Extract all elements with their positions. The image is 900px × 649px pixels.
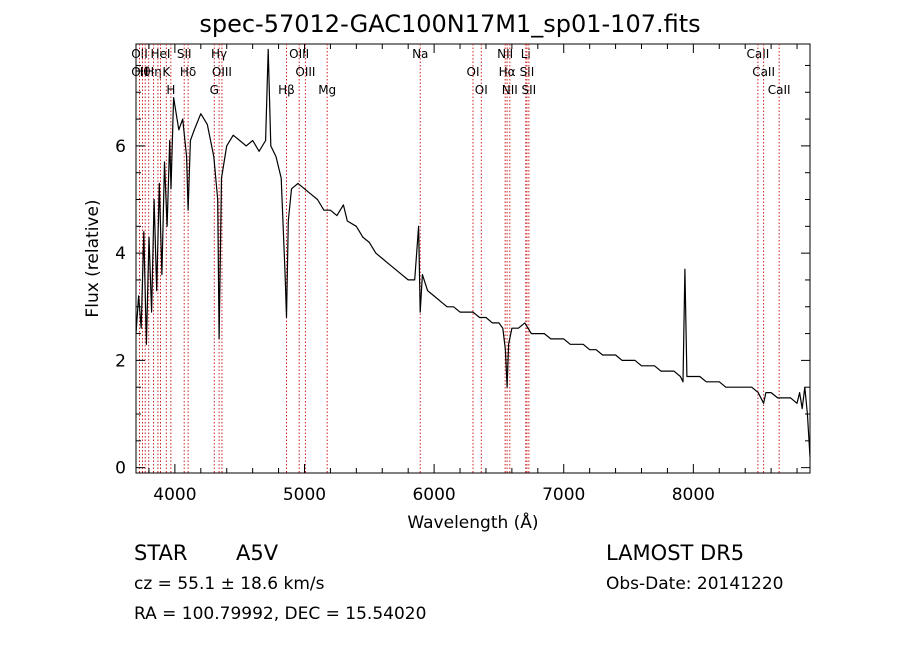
observation-date: Obs-Date: 20141220 — [606, 574, 784, 594]
line-marker-label: OII — [131, 47, 148, 61]
line-marker-label: NII — [497, 47, 513, 61]
line-marker-label: OIII — [289, 47, 309, 61]
line-marker-label: Hδ — [180, 65, 196, 79]
object-subclass: A5V — [236, 541, 279, 565]
y-tick-label: 2 — [115, 351, 126, 371]
coordinates: RA = 100.79992, DEC = 15.54020 — [134, 604, 427, 624]
x-tick-label: 7000 — [542, 485, 585, 505]
line-marker-label: Na — [412, 47, 428, 61]
object-class: STAR — [134, 541, 188, 565]
survey-name: LAMOST DR5 — [606, 541, 745, 565]
x-tick-label: 5000 — [283, 485, 326, 505]
redshift-velocity: cz = 55.1 ± 18.6 km/s — [134, 574, 325, 594]
line-marker-label: CaII — [752, 65, 775, 79]
line-marker-label: SII — [177, 47, 192, 61]
line-marker-label: OI — [467, 65, 480, 79]
line-marker-label: NII — [502, 83, 518, 97]
y-tick-label: 0 — [115, 459, 126, 479]
line-marker-label: OIII — [212, 65, 232, 79]
x-tick-label: 6000 — [412, 485, 455, 505]
x-tick-label: 8000 — [672, 485, 715, 505]
x-axis-label: Wavelength (Å) — [407, 511, 538, 533]
line-marker-label: G — [210, 83, 219, 97]
line-marker-label: HeI — [151, 47, 171, 61]
line-marker-label: Li — [521, 47, 531, 61]
line-marker-label: CaII — [746, 47, 769, 61]
line-marker-label: H — [166, 83, 175, 97]
line-marker-label: SII — [520, 65, 535, 79]
line-marker-label: Hη — [145, 65, 162, 79]
line-marker-label: Hα — [499, 65, 516, 79]
line-marker-label: CaII — [768, 83, 791, 97]
line-marker-label: Hθ — [134, 65, 150, 79]
line-marker-label: OII — [131, 65, 148, 79]
line-marker-label: K — [162, 65, 171, 79]
y-tick-label: 6 — [115, 137, 126, 157]
x-tick-label: 4000 — [153, 485, 196, 505]
chart-title: spec-57012-GAC100N17M1_sp01-107.fits — [199, 10, 701, 38]
line-marker-label: Hβ — [278, 83, 295, 97]
spectrum-line — [135, 48, 811, 457]
y-tick-label: 4 — [115, 244, 126, 264]
y-axis-label: Flux (relative) — [83, 199, 103, 317]
line-marker-label: OIII — [295, 65, 315, 79]
line-marker-label: Mg — [318, 83, 336, 97]
line-marker-label: Hγ — [211, 47, 227, 61]
line-marker-label: OI — [475, 83, 488, 97]
line-marker-label: SII — [522, 83, 537, 97]
